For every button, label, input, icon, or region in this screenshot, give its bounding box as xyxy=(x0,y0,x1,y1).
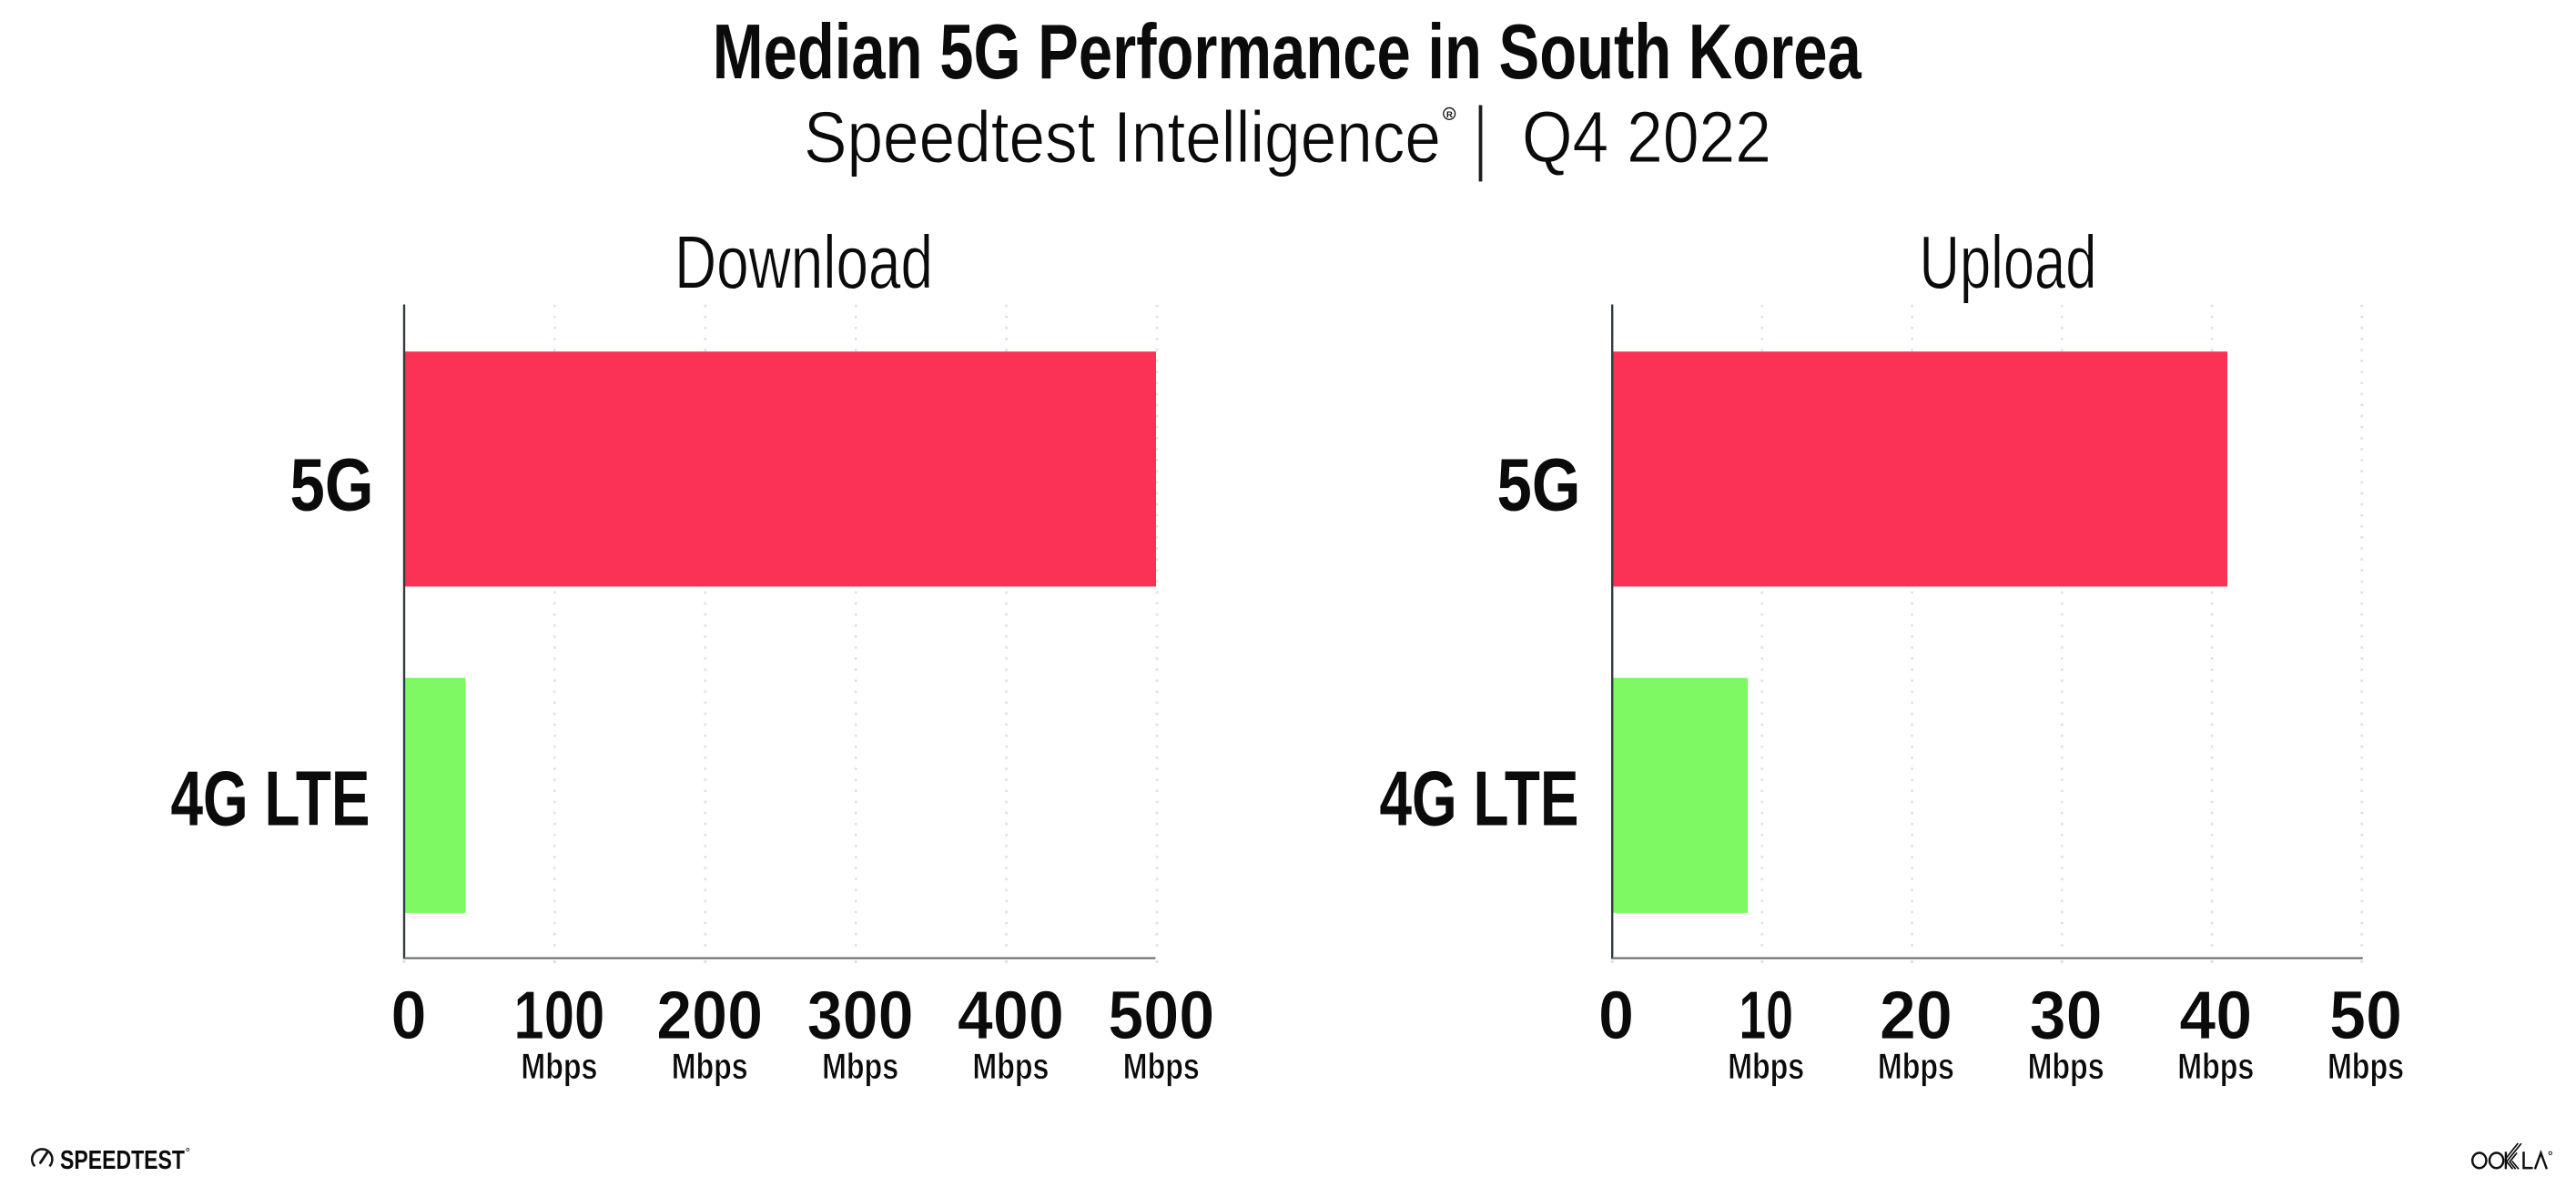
svg-text:20: 20 xyxy=(1880,977,1952,1053)
svg-text:5G: 5G xyxy=(1497,443,1581,526)
svg-text:Q4 2022: Q4 2022 xyxy=(1522,96,1771,178)
svg-text:Speedtest Intelligence: Speedtest Intelligence xyxy=(804,96,1441,178)
svg-text:Median 5G Performance in South: Median 5G Performance in South Korea xyxy=(713,9,1862,96)
svg-text:10: 10 xyxy=(1739,977,1793,1053)
svg-text:200: 200 xyxy=(656,977,763,1053)
svg-text:Mbps: Mbps xyxy=(2028,1047,2104,1087)
svg-text:4G LTE: 4G LTE xyxy=(1380,756,1579,843)
svg-text:500: 500 xyxy=(1108,977,1214,1053)
svg-text:4G LTE: 4G LTE xyxy=(171,756,370,843)
svg-text:0: 0 xyxy=(1598,977,1634,1053)
svg-text:Mbps: Mbps xyxy=(2177,1047,2254,1087)
svg-text:Download: Download xyxy=(674,221,933,305)
svg-text:Mbps: Mbps xyxy=(672,1047,748,1087)
svg-text:300: 300 xyxy=(807,977,914,1053)
svg-text:5G: 5G xyxy=(290,443,374,526)
svg-text:0: 0 xyxy=(391,977,427,1053)
svg-text:100: 100 xyxy=(513,977,604,1053)
svg-text:Mbps: Mbps xyxy=(1728,1047,1804,1087)
svg-text:Mbps: Mbps xyxy=(972,1047,1049,1087)
svg-text:Mbps: Mbps xyxy=(521,1047,597,1087)
svg-text:SPEEDTEST: SPEEDTEST xyxy=(60,1146,185,1175)
svg-text:40: 40 xyxy=(2179,977,2252,1053)
svg-text:Mbps: Mbps xyxy=(1878,1047,1954,1087)
svg-text:50: 50 xyxy=(2329,977,2402,1053)
svg-text:Mbps: Mbps xyxy=(2328,1047,2404,1087)
svg-text:R: R xyxy=(1446,110,1453,120)
svg-text:Mbps: Mbps xyxy=(822,1047,898,1087)
svg-text:30: 30 xyxy=(2030,977,2103,1053)
svg-text:400: 400 xyxy=(958,977,1064,1053)
svg-text:Mbps: Mbps xyxy=(1123,1047,1200,1087)
svg-text:Upload: Upload xyxy=(1920,221,2097,305)
